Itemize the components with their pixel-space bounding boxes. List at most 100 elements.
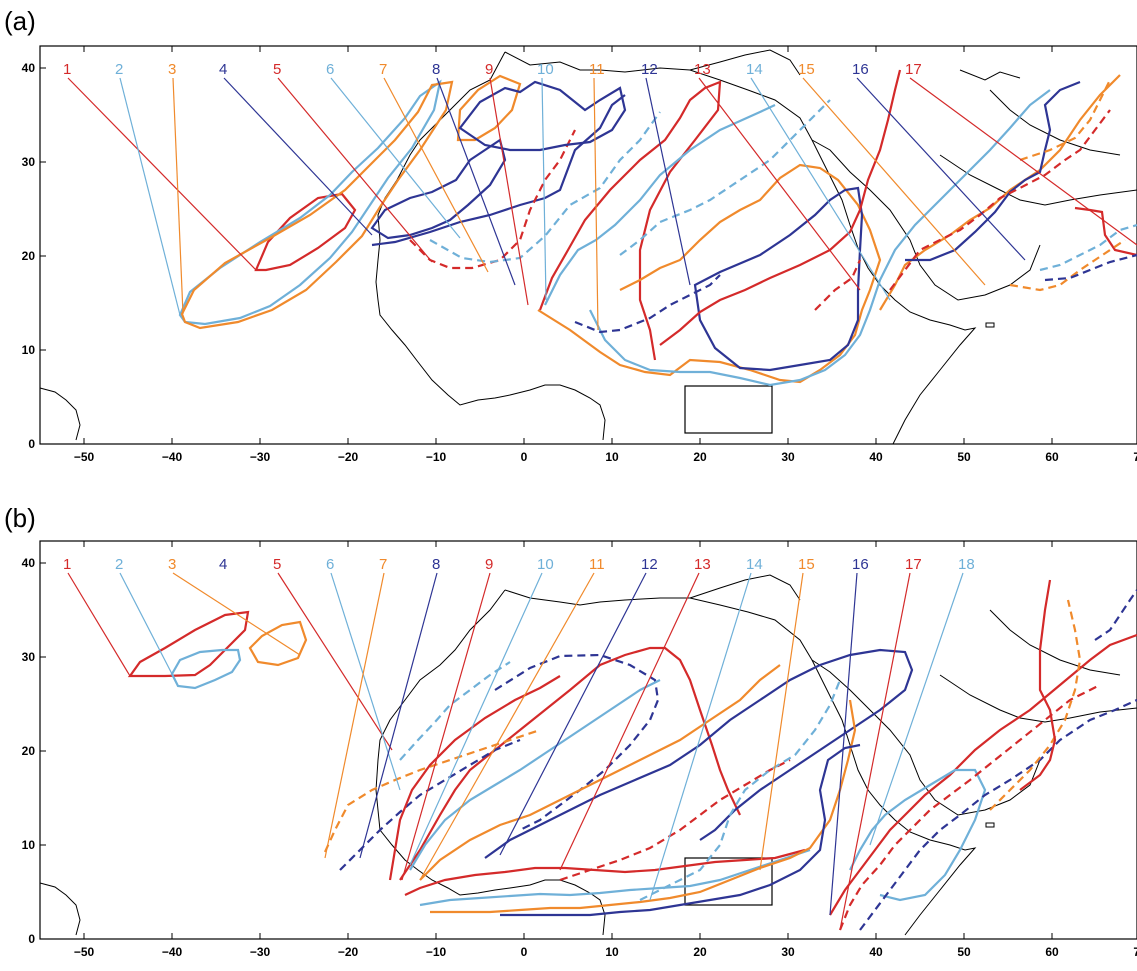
panel-b-contour-11 bbox=[430, 699, 857, 914]
contour-label-4: 4 bbox=[219, 556, 227, 573]
contour-label-14: 14 bbox=[746, 556, 763, 573]
panel-a-contour-9b bbox=[814, 259, 862, 311]
contour-leader-line bbox=[409, 572, 543, 866]
panel-a-coastline bbox=[39, 49, 1137, 445]
x-tick-label: −20 bbox=[338, 450, 359, 464]
contour-leader-line bbox=[223, 77, 373, 236]
contour-label-3: 3 bbox=[168, 556, 176, 573]
contour-label-8: 8 bbox=[432, 556, 440, 573]
x-tick-label: 10 bbox=[605, 945, 619, 959]
x-tick-label: 0 bbox=[521, 450, 528, 464]
contour-leader-line bbox=[698, 77, 861, 291]
contour-label-13: 13 bbox=[694, 61, 711, 78]
y-tick-label: 40 bbox=[22, 556, 36, 570]
contour-leader-line bbox=[750, 77, 891, 301]
contour-leader-line bbox=[119, 77, 181, 316]
contour-label-12: 12 bbox=[641, 61, 658, 78]
contour-leader-line bbox=[277, 572, 393, 751]
panel-b-contour-5 bbox=[399, 646, 741, 881]
y-tick-label: 30 bbox=[22, 650, 36, 664]
contour-leader-line bbox=[541, 77, 547, 301]
panel-a-contour-17b bbox=[1074, 206, 1137, 257]
x-tick-label: 20 bbox=[693, 450, 707, 464]
contour-label-15: 15 bbox=[798, 556, 815, 573]
panel-a-contour-16b bbox=[1044, 253, 1137, 282]
panel-a-contours bbox=[178, 69, 1137, 387]
panel-b-contour-1 bbox=[127, 610, 250, 678]
panel-a-frame bbox=[39, 45, 1137, 445]
y-tick-label: 0 bbox=[28, 932, 35, 946]
panel-a-contour-1 bbox=[254, 192, 357, 272]
contour-label-13: 13 bbox=[694, 556, 711, 573]
panel-b-contour-13 bbox=[559, 759, 791, 882]
x-tick-label: −40 bbox=[162, 450, 183, 464]
contour-leader-line bbox=[593, 77, 599, 331]
panel-b-contour-25 bbox=[1094, 589, 1137, 641]
contour-label-10: 10 bbox=[537, 556, 554, 573]
contour-leader-line bbox=[869, 572, 964, 846]
contour-leader-line bbox=[330, 572, 401, 791]
panel-a-contour-7 bbox=[456, 74, 522, 142]
contour-leader-line bbox=[119, 572, 173, 675]
contour-leader-line bbox=[67, 572, 131, 677]
panel-a-contour-11 bbox=[537, 163, 882, 384]
contour-label-6: 6 bbox=[326, 61, 334, 78]
x-tick-label: −50 bbox=[74, 945, 95, 959]
x-tick-label: −50 bbox=[74, 450, 95, 464]
contour-label-17: 17 bbox=[905, 61, 922, 78]
contour-label-17: 17 bbox=[905, 556, 922, 573]
panel-a: (a) −50 −40 −30 −20 −10 0 10 20 30 40 50 60 70 0 10 20 3… bbox=[4, 6, 1137, 464]
x-tick-label: 60 bbox=[1045, 450, 1059, 464]
panel-b-contour-3 bbox=[248, 620, 308, 667]
y-tick-label: 20 bbox=[22, 249, 36, 263]
contour-leader-line bbox=[67, 77, 257, 271]
x-tick-label: −10 bbox=[426, 450, 447, 464]
y-tick-label: 20 bbox=[22, 744, 36, 758]
contour-leader-line bbox=[324, 572, 385, 859]
contour-label-11: 11 bbox=[589, 61, 605, 78]
panel-b-coastline bbox=[39, 574, 1137, 936]
contour-label-9: 9 bbox=[485, 556, 493, 573]
contour-leader-line bbox=[401, 572, 491, 881]
panel-a-contour-14b bbox=[619, 99, 831, 256]
panel-a-contour-10 bbox=[544, 104, 776, 306]
contour-label-5: 5 bbox=[273, 556, 281, 573]
panel-b-contour-12 bbox=[500, 743, 861, 917]
x-tick-label: 40 bbox=[869, 945, 883, 959]
contour-leader-line bbox=[489, 77, 529, 306]
contour-label-12: 12 bbox=[641, 556, 658, 573]
contour-label-9: 9 bbox=[485, 61, 493, 78]
x-tick-label: 10 bbox=[605, 450, 619, 464]
contour-label-3: 3 bbox=[168, 61, 176, 78]
contour-leader-line bbox=[277, 77, 433, 263]
panel-b-contour-labels: 1 2 3 4 5 6 7 8 9 10 11 12 13 14 15 16 17 18 bbox=[63, 556, 975, 931]
panel-b-ticks: −50 −40 −30 −20 −10 0 10 20 30 40 50 60 70 0 10 20 30 40 bbox=[22, 541, 1137, 959]
panel-b-contour-16 bbox=[339, 738, 521, 871]
x-tick-label: −10 bbox=[426, 945, 447, 959]
panel-a-contour-8 bbox=[458, 80, 627, 152]
contour-label-8: 8 bbox=[432, 61, 440, 78]
contour-leader-line bbox=[559, 572, 700, 871]
x-tick-label: 0 bbox=[521, 945, 528, 959]
contour-label-2: 2 bbox=[115, 61, 123, 78]
panel-b-contour-4 bbox=[494, 653, 660, 831]
panel-a-contour-3 bbox=[180, 80, 454, 330]
contour-leader-line bbox=[909, 77, 1137, 246]
x-tick-label: −30 bbox=[250, 450, 271, 464]
contour-label-5: 5 bbox=[273, 61, 281, 78]
contour-leader-line bbox=[649, 572, 752, 901]
contour-leader-line bbox=[759, 572, 804, 871]
contour-leader-line bbox=[436, 77, 516, 286]
contour-leader-line bbox=[383, 77, 489, 273]
contour-leader-line bbox=[419, 572, 595, 881]
panel-a-contour-4b bbox=[371, 94, 626, 247]
panel-b-contour-7 bbox=[419, 664, 781, 881]
contour-leader-line bbox=[499, 572, 647, 856]
contour-label-15: 15 bbox=[798, 61, 815, 78]
contour-leader-line bbox=[856, 77, 1026, 261]
panel-b-contour-15 bbox=[323, 728, 541, 853]
panel-b-target-box bbox=[684, 857, 773, 906]
contour-label-2: 2 bbox=[115, 556, 123, 573]
x-tick-label: 70 bbox=[1133, 945, 1137, 959]
x-tick-label: 30 bbox=[781, 450, 795, 464]
